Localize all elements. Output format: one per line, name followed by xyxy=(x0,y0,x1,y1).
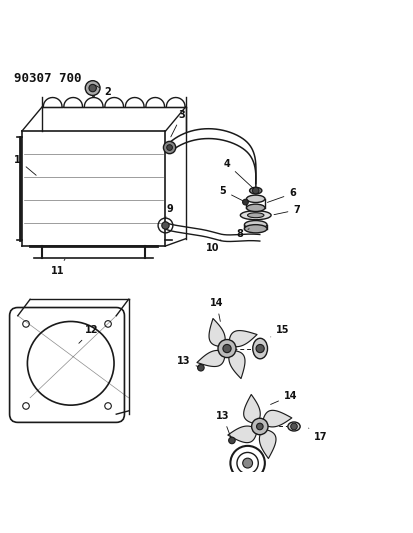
Text: 14: 14 xyxy=(210,298,223,321)
Ellipse shape xyxy=(247,213,264,217)
Circle shape xyxy=(256,344,264,353)
Circle shape xyxy=(89,84,96,92)
Text: 15: 15 xyxy=(271,325,290,337)
Circle shape xyxy=(167,144,173,150)
Text: 6: 6 xyxy=(267,189,296,203)
Polygon shape xyxy=(209,319,225,346)
Text: 90307 700: 90307 700 xyxy=(14,71,81,85)
Ellipse shape xyxy=(247,204,265,212)
Circle shape xyxy=(242,199,248,205)
Text: 9: 9 xyxy=(166,204,173,218)
Text: 5: 5 xyxy=(220,185,243,201)
Text: 14: 14 xyxy=(271,391,297,405)
Text: 8: 8 xyxy=(236,229,249,239)
Text: 12: 12 xyxy=(79,326,98,343)
Circle shape xyxy=(291,423,297,430)
Polygon shape xyxy=(228,426,257,442)
Circle shape xyxy=(229,437,235,443)
Polygon shape xyxy=(262,410,292,427)
Polygon shape xyxy=(229,330,257,346)
Text: 10: 10 xyxy=(206,240,221,253)
Circle shape xyxy=(218,340,236,358)
Polygon shape xyxy=(229,350,245,378)
Circle shape xyxy=(252,418,268,435)
Circle shape xyxy=(252,187,259,194)
Text: 16: 16 xyxy=(0,532,1,533)
Polygon shape xyxy=(197,350,225,367)
Text: 7: 7 xyxy=(274,205,300,215)
Circle shape xyxy=(197,365,204,371)
Circle shape xyxy=(256,423,263,430)
Circle shape xyxy=(164,141,176,154)
Polygon shape xyxy=(259,429,276,458)
Polygon shape xyxy=(244,394,260,424)
Ellipse shape xyxy=(253,338,268,359)
Text: 17: 17 xyxy=(309,428,328,442)
Text: 1: 1 xyxy=(14,155,36,175)
Circle shape xyxy=(223,344,231,353)
Ellipse shape xyxy=(288,422,300,431)
Ellipse shape xyxy=(240,211,271,220)
Ellipse shape xyxy=(244,224,267,233)
Text: 13: 13 xyxy=(216,411,231,438)
Text: 13: 13 xyxy=(177,356,198,367)
Ellipse shape xyxy=(247,195,265,203)
Circle shape xyxy=(85,80,100,95)
Ellipse shape xyxy=(244,221,267,229)
Text: 4: 4 xyxy=(223,159,254,189)
Text: 11: 11 xyxy=(51,259,65,276)
Circle shape xyxy=(162,222,169,229)
Text: 3: 3 xyxy=(171,110,185,137)
Ellipse shape xyxy=(249,187,262,194)
Circle shape xyxy=(243,458,252,468)
Text: 2: 2 xyxy=(95,85,112,97)
